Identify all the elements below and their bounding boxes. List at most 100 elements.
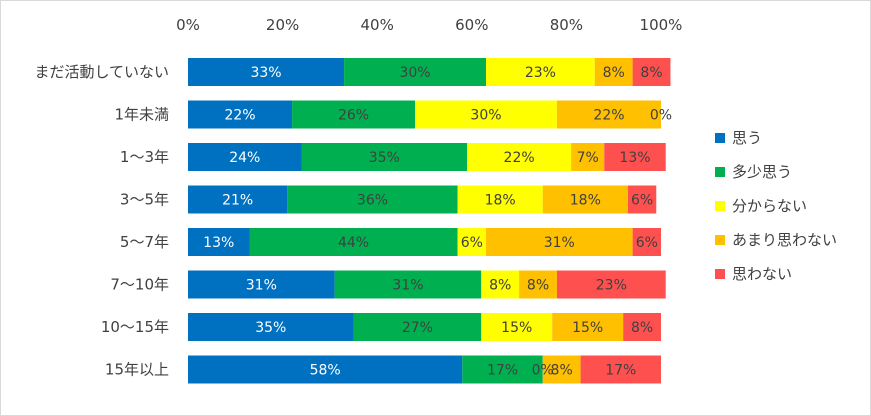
data-label: 6% — [636, 235, 658, 251]
bar-segment — [301, 143, 468, 171]
bar-segment — [188, 100, 293, 129]
bar-segment — [188, 355, 463, 384]
bar-segment — [594, 58, 633, 86]
legend-swatch — [715, 167, 725, 177]
bar-segment — [623, 313, 661, 341]
data-label: 0% — [532, 363, 554, 379]
legend-label: 思わない — [732, 265, 792, 283]
bar-segment — [580, 355, 661, 384]
data-label: 22% — [593, 108, 624, 124]
data-label: 35% — [255, 320, 286, 336]
bar-segment — [519, 270, 557, 299]
bar-segment — [481, 313, 553, 341]
data-label: 27% — [402, 320, 433, 336]
data-label: 22% — [224, 108, 255, 124]
bar-segment — [188, 185, 288, 214]
data-label: 30% — [399, 65, 430, 81]
bar-segment — [542, 185, 628, 214]
data-label: 17% — [487, 363, 518, 379]
bar-segment — [287, 185, 458, 214]
data-labels: 33% 30% 23% 8% 8% 22% 26% 30% 22% 0% 24% 35% 22% 7% 13… — [203, 65, 672, 379]
bar-segment — [188, 143, 302, 171]
bar-segment — [485, 58, 595, 86]
legend-label: 多少思う — [732, 163, 792, 181]
x-tick-label: 80% — [550, 16, 583, 34]
bar-segment — [481, 270, 520, 299]
bar-segment — [188, 228, 250, 256]
bar-segment — [415, 100, 557, 129]
data-label: 35% — [369, 150, 400, 166]
data-label: 8% — [527, 278, 549, 294]
bar-segment — [334, 270, 482, 299]
bar-segment — [457, 185, 543, 214]
data-label: 22% — [504, 150, 535, 166]
data-label: 8% — [603, 65, 625, 81]
data-label: 33% — [250, 65, 281, 81]
bar-segment — [556, 270, 666, 299]
bar-segment — [556, 100, 661, 129]
data-label: 6% — [631, 193, 653, 209]
bar-segment — [552, 313, 624, 341]
data-label: 6% — [461, 235, 483, 251]
data-label: 15% — [501, 320, 532, 336]
data-label: 23% — [525, 65, 556, 81]
data-label: 8% — [551, 363, 573, 379]
bar-segment — [462, 355, 543, 384]
bar-segment — [188, 270, 335, 299]
data-label: 44% — [338, 235, 369, 251]
data-label: 0% — [650, 108, 672, 124]
bar-segment — [467, 143, 572, 171]
bar-segment — [188, 313, 354, 341]
category-label: 10～15年 — [101, 318, 169, 336]
legend-label: 分からない — [732, 197, 807, 215]
bar-segment — [485, 228, 633, 256]
bar-segment — [632, 228, 661, 256]
x-axis-ticks: 0% 20% 40% 60% 80% 100% — [176, 16, 682, 34]
bar-segment — [353, 313, 482, 341]
bar-segment — [188, 58, 345, 86]
bar-segment — [292, 100, 416, 129]
bar-segment — [542, 355, 581, 384]
data-label: 18% — [485, 193, 516, 209]
data-label: 23% — [596, 278, 627, 294]
category-labels: まだ活動していない 1年未満 1～3年 3～5年 5～7年 7～10年 10～15年 15年以… — [34, 63, 169, 379]
x-tick-label: 100% — [640, 16, 683, 34]
x-tick-label: 0% — [176, 16, 200, 34]
bars — [188, 58, 671, 384]
bar-segment — [632, 58, 671, 86]
legend-label: 思う — [732, 129, 762, 147]
bar-segment — [627, 185, 657, 214]
data-label: 8% — [640, 65, 662, 81]
x-tick-label: 20% — [266, 16, 299, 34]
category-label: 7～10年 — [110, 276, 169, 294]
data-label: 8% — [489, 278, 511, 294]
legend-label: あまり思わない — [732, 231, 837, 249]
data-label: 31% — [544, 235, 575, 251]
bar-segment — [457, 228, 486, 256]
data-label: 8% — [631, 320, 653, 336]
data-label: 26% — [338, 108, 369, 124]
data-label: 30% — [470, 108, 501, 124]
data-label: 13% — [203, 235, 234, 251]
legend-swatch — [715, 235, 725, 245]
category-label: 5～7年 — [120, 233, 169, 251]
bar-segment — [571, 143, 605, 171]
data-label: 18% — [570, 193, 601, 209]
legend-swatch — [715, 133, 725, 143]
bar-segment — [249, 228, 458, 256]
bar-segment — [344, 58, 486, 86]
x-tick-label: 40% — [361, 16, 394, 34]
data-label: 21% — [222, 193, 253, 209]
category-label: 1年未満 — [114, 106, 169, 124]
category-label: 1～3年 — [120, 148, 169, 166]
x-tick-label: 60% — [455, 16, 488, 34]
category-label: まだ活動していない — [34, 63, 169, 81]
data-label: 13% — [619, 150, 650, 166]
data-label: 58% — [310, 363, 341, 379]
data-label: 15% — [572, 320, 603, 336]
category-label: 15年以上 — [105, 361, 169, 379]
data-label: 31% — [246, 278, 277, 294]
